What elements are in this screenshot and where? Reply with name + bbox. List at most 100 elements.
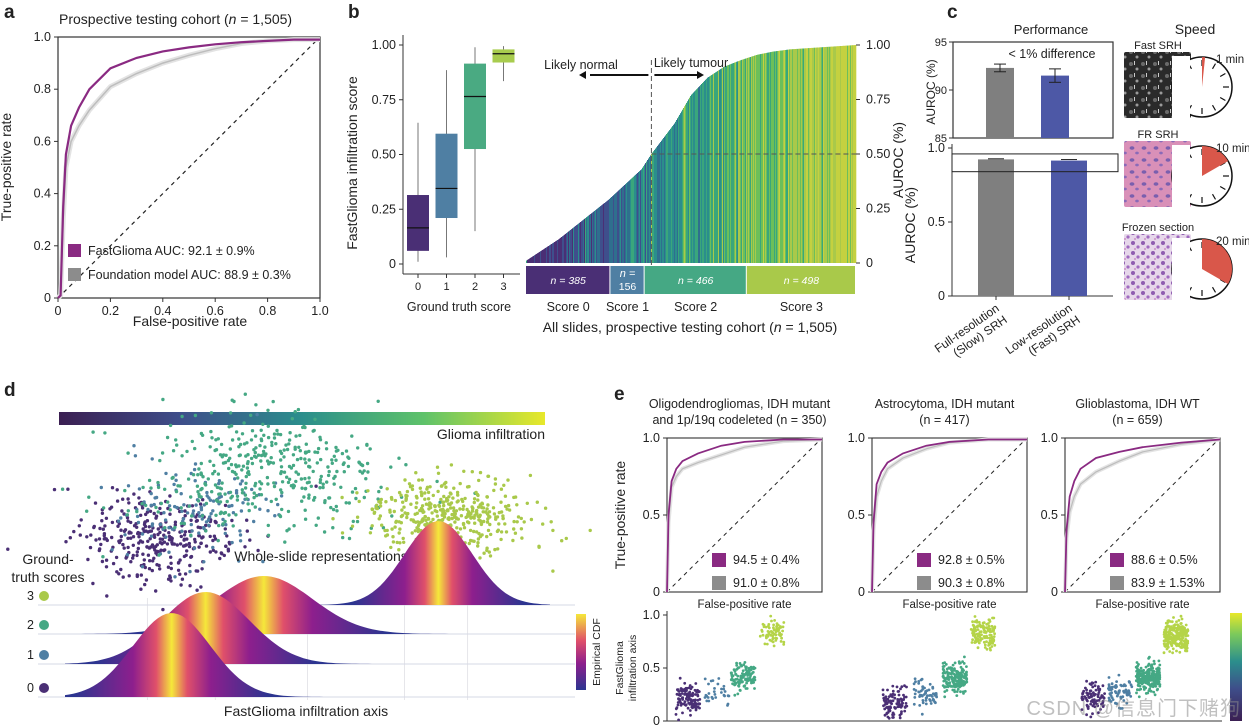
embedding-point: [341, 535, 345, 540]
embedding-point: [204, 501, 209, 506]
embedding-point: [418, 486, 422, 490]
embedding-point: [460, 497, 464, 502]
embedding-point: [519, 527, 524, 531]
slide-score-bar: [752, 56, 754, 263]
strip-point: [738, 689, 742, 692]
score-label-3: 3: [27, 589, 34, 603]
strip-point: [714, 696, 718, 699]
embedding-point: [485, 520, 490, 524]
embedding-point: [470, 515, 475, 519]
embedding-point: [266, 424, 270, 428]
embedding-point: [314, 523, 318, 527]
embedding-point: [520, 536, 524, 540]
slide-score-bar: [794, 49, 796, 263]
embedding-point: [384, 534, 388, 538]
embedding-point: [168, 508, 172, 512]
embedding-point: [211, 538, 215, 543]
strip-point: [734, 672, 737, 676]
strip-point: [988, 636, 991, 640]
embedding-point: [329, 505, 333, 510]
strip-colorbar: [1230, 613, 1242, 721]
embedding-point: [164, 535, 168, 539]
embedding-point: [440, 484, 444, 488]
strip-point: [1120, 707, 1124, 710]
strip-point: [985, 647, 989, 651]
slide-score-bar: [842, 45, 844, 264]
embedding-point: [119, 516, 123, 520]
subplot-title: (n = 659): [1112, 413, 1162, 427]
embedding-point: [161, 397, 165, 402]
slide-score-bar: [814, 47, 816, 264]
embedding-point: [478, 470, 483, 475]
strip-point: [929, 699, 932, 703]
time-label: 20 min: [1216, 236, 1249, 248]
strip-point: [1163, 633, 1166, 636]
strip-point: [1152, 659, 1156, 663]
strip-point: [953, 674, 957, 677]
embedding-point: [151, 559, 155, 563]
embedding-point: [467, 514, 472, 518]
embedding-point: [110, 535, 114, 540]
embedding-point: [196, 473, 200, 477]
strip-point: [707, 692, 711, 695]
embedding-point: [169, 561, 173, 565]
slide-score-bar: [813, 47, 815, 263]
y-tick-label: 0.25: [866, 202, 890, 216]
embedding-point: [401, 500, 405, 504]
embedding-point: [141, 552, 145, 556]
embedding-point: [243, 392, 247, 396]
strip-point: [960, 674, 964, 678]
embedding-point: [378, 504, 383, 508]
embedding-point: [245, 529, 249, 533]
slide-score-bar: [718, 70, 720, 264]
slide-score-bar: [696, 89, 698, 263]
strip-point: [1155, 688, 1159, 692]
strip-point: [951, 663, 955, 667]
embedding-point: [245, 441, 249, 445]
embedding-point: [459, 514, 464, 518]
embedding-point: [200, 433, 205, 437]
embedding-point: [549, 520, 553, 524]
strip-point: [944, 685, 948, 689]
strip-point: [745, 681, 748, 685]
embedding-point: [216, 538, 220, 543]
embedding-point: [393, 498, 398, 503]
embedding-point: [197, 514, 202, 518]
strip-point: [1110, 696, 1114, 699]
strip-point: [1115, 694, 1119, 698]
strip-point: [1165, 644, 1169, 647]
embedding-point: [209, 512, 213, 516]
box-iqr: [492, 49, 515, 63]
strip-point: [690, 685, 694, 689]
embedding-point: [543, 506, 548, 510]
embedding-point: [340, 531, 345, 535]
time-label: 10 min: [1216, 143, 1249, 155]
slide-score-bar: [774, 51, 776, 264]
embedding-point: [125, 553, 130, 557]
strip-point: [736, 674, 740, 678]
slide-score-bar: [818, 47, 820, 263]
strip-point: [1107, 676, 1111, 679]
slide-score-bar: [610, 197, 612, 263]
embedding-point: [204, 523, 208, 528]
embedding-point: [223, 527, 227, 531]
strip-point: [703, 696, 707, 699]
embedding-point: [196, 490, 200, 494]
embedding-point: [139, 573, 143, 577]
strip-point: [922, 693, 926, 696]
embedding-point: [192, 467, 197, 472]
strip-point: [772, 632, 776, 636]
strip-point: [1121, 695, 1125, 699]
embedding-point: [217, 479, 222, 483]
slide-score-bar: [643, 166, 645, 263]
slide-score-bar: [782, 50, 784, 264]
slide-score-bar: [640, 170, 642, 263]
slide-score-bar: [769, 52, 771, 263]
embedding-point: [486, 474, 490, 478]
strip-point: [887, 699, 890, 703]
slide-score-bar: [616, 192, 618, 263]
slide-score-bar: [644, 164, 646, 263]
strip-point: [1164, 626, 1168, 629]
embedding-point: [476, 505, 481, 509]
embedding-point: [149, 491, 153, 496]
